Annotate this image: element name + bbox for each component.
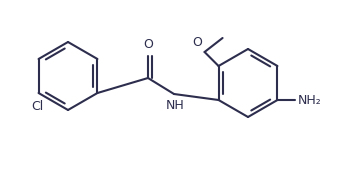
Text: NH: NH (166, 99, 184, 112)
Text: O: O (193, 36, 202, 49)
Text: Cl: Cl (31, 100, 44, 113)
Text: O: O (143, 38, 153, 51)
Text: NH₂: NH₂ (297, 94, 321, 107)
